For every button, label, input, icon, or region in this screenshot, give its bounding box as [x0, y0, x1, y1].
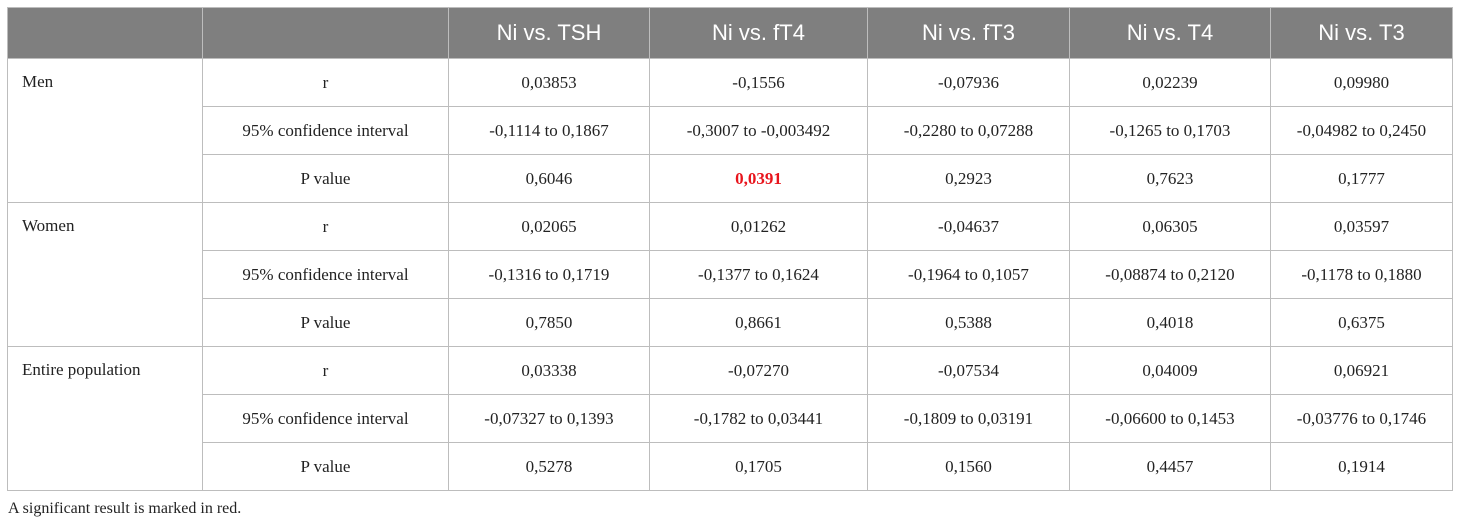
value-cell: 0,06921: [1270, 346, 1453, 395]
value-cell: 0,5388: [867, 298, 1070, 347]
group-label: Men: [7, 58, 203, 203]
value-cell: 0,1560: [867, 442, 1070, 491]
table-row: Entire population r 0,03338 -0,07270 -0,0753…: [7, 346, 1453, 491]
value-cell: 0,1705: [649, 442, 868, 491]
value-cell: 0,4018: [1069, 298, 1271, 347]
value-cell: 0,6046: [448, 154, 650, 203]
statistic-label: 95% confidence interval: [202, 106, 449, 155]
value-cell: 0,7850: [448, 298, 650, 347]
header-cell-group: [7, 7, 203, 59]
statistic-label: r: [202, 202, 449, 251]
group-label: Women: [7, 202, 203, 347]
header-cell-t4: Ni vs. T4: [1069, 7, 1271, 59]
value-cell: 0,5278: [448, 442, 650, 491]
statistic-label: r: [202, 58, 449, 107]
table-row: P value 0,5278 0,1705 0,1560 0,4457 0,1914: [8, 442, 1453, 491]
table-row: Women r 0,02065 0,01262 -0,04637 0,06305 0,035…: [7, 202, 1453, 347]
value-cell: -0,04982 to 0,2450: [1270, 106, 1453, 155]
header-cell-ft3: Ni vs. fT3: [867, 7, 1070, 59]
value-cell: 0,1914: [1270, 442, 1453, 491]
value-cell: -0,1809 to 0,03191: [867, 394, 1070, 443]
value-cell: 0,01262: [649, 202, 868, 251]
value-cell: -0,1178 to 0,1880: [1270, 250, 1453, 299]
value-cell: -0,08874 to 0,2120: [1069, 250, 1271, 299]
header-cell-ft4: Ni vs. fT4: [649, 7, 868, 59]
statistic-label: 95% confidence interval: [202, 250, 449, 299]
value-cell: -0,1964 to 0,1057: [867, 250, 1070, 299]
value-cell: 0,7623: [1069, 154, 1271, 203]
value-cell: -0,07534: [867, 346, 1070, 395]
table-row: 95% confidence interval -0,1114 to 0,1867…: [8, 106, 1453, 155]
group-label: Entire population: [7, 346, 203, 491]
value-cell: -0,04637: [867, 202, 1070, 251]
table-body: Men r 0,03853 -0,1556 -0,07936 0,02239 0,09980…: [7, 58, 1453, 491]
value-cell: 0,2923: [867, 154, 1070, 203]
value-cell: 0,09980: [1270, 58, 1453, 107]
table-row: 95% confidence interval -0,07327 to 0,139…: [8, 394, 1453, 443]
value-cell: 0,03338: [448, 346, 650, 395]
header-cell-tsh: Ni vs. TSH: [448, 7, 650, 59]
statistic-label: P value: [202, 442, 449, 491]
value-cell: -0,3007 to -0,003492: [649, 106, 868, 155]
header-row: Ni vs. TSH Ni vs. fT4 Ni vs. fT3 Ni vs. …: [7, 7, 1453, 59]
value-cell: -0,1556: [649, 58, 868, 107]
significant-value-cell: 0,0391: [649, 154, 868, 203]
statistic-label: r: [202, 346, 449, 395]
value-cell: 0,4457: [1069, 442, 1271, 491]
value-cell: -0,06600 to 0,1453: [1069, 394, 1271, 443]
value-cell: -0,1377 to 0,1624: [649, 250, 868, 299]
statistic-label: P value: [202, 298, 449, 347]
header-cell-t3: Ni vs. T3: [1270, 7, 1453, 59]
value-cell: 0,03597: [1270, 202, 1453, 251]
value-cell: 0,02239: [1069, 58, 1271, 107]
table-row: P value 0,7850 0,8661 0,5388 0,4018 0,6375: [8, 298, 1453, 347]
value-cell: 0,03853: [448, 58, 650, 107]
value-cell: 0,6375: [1270, 298, 1453, 347]
table-row: 95% confidence interval -0,1316 to 0,1719…: [8, 250, 1453, 299]
value-cell: -0,1782 to 0,03441: [649, 394, 868, 443]
value-cell: -0,07936: [867, 58, 1070, 107]
value-cell: -0,2280 to 0,07288: [867, 106, 1070, 155]
statistic-label: 95% confidence interval: [202, 394, 449, 443]
value-cell: -0,07270: [649, 346, 868, 395]
value-cell: 0,04009: [1069, 346, 1271, 395]
statistic-label: P value: [202, 154, 449, 203]
value-cell: 0,1777: [1270, 154, 1453, 203]
header-cell-statistic: [202, 7, 449, 59]
value-cell: -0,03776 to 0,1746: [1270, 394, 1453, 443]
table-row: P value 0,6046 0,0391 0,2923 0,7623 0,1777: [8, 154, 1453, 203]
table-figure: Ni vs. TSH Ni vs. fT4 Ni vs. fT3 Ni vs. …: [7, 7, 1453, 518]
value-cell: -0,1316 to 0,1719: [448, 250, 650, 299]
correlation-table: Ni vs. TSH Ni vs. fT4 Ni vs. fT3 Ni vs. …: [7, 7, 1453, 491]
value-cell: -0,1114 to 0,1867: [448, 106, 650, 155]
value-cell: -0,07327 to 0,1393: [448, 394, 650, 443]
value-cell: 0,02065: [448, 202, 650, 251]
value-cell: 0,06305: [1069, 202, 1271, 251]
value-cell: 0,8661: [649, 298, 868, 347]
table-row: Men r 0,03853 -0,1556 -0,07936 0,02239 0,09980: [7, 58, 1453, 203]
value-cell: -0,1265 to 0,1703: [1069, 106, 1271, 155]
table-footnote: A significant result is marked in red.: [8, 500, 242, 517]
